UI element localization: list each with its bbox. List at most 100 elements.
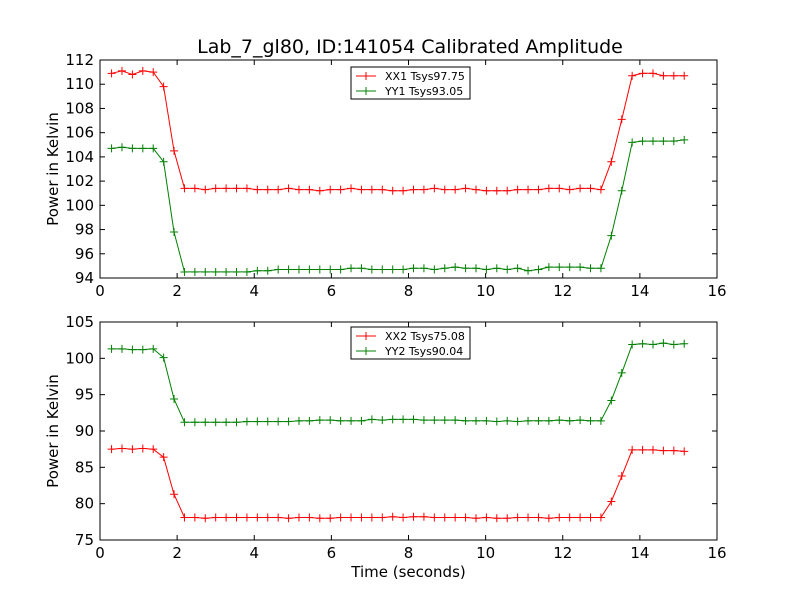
- subplot-1-series-1-marker: [180, 184, 189, 193]
- subplot-2-series-1-marker: [263, 513, 272, 522]
- subplot-1-series-2-marker: [648, 137, 657, 146]
- subplot-2-series-1-marker: [388, 512, 397, 521]
- subplot-2-series-1-marker: [492, 514, 501, 523]
- subplot-1-xtick-label: 14: [630, 282, 649, 300]
- subplot-2-series-2-marker: [638, 339, 647, 348]
- subplot-2-series-2-marker: [513, 417, 522, 426]
- subplot-2-series-2-marker: [388, 415, 397, 424]
- subplot-2-series-2-marker: [607, 396, 616, 405]
- subplot-1-xtick-label: 0: [95, 282, 105, 300]
- subplot-2-ytick-label: 90: [75, 422, 94, 440]
- subplot-2-series-2-marker: [263, 417, 272, 426]
- subplot-2-series-2-marker: [492, 417, 501, 426]
- subplot-1-series-1-marker: [294, 185, 303, 194]
- subplot-1-series-2-marker: [274, 265, 283, 274]
- subplot-2-series-2-marker: [242, 417, 251, 426]
- subplot-1-series-2-marker: [440, 264, 449, 273]
- subplot-2-series-1-marker: [648, 445, 657, 454]
- subplot-1-series-1-marker: [461, 184, 470, 193]
- subplot-2-series-2-marker: [232, 418, 241, 427]
- subplot-2-series-2-marker: [107, 344, 116, 353]
- subplot-2-series-2-marker: [336, 416, 345, 425]
- subplot-1-series-2-marker: [471, 264, 480, 273]
- subplot-1-series-1-marker: [565, 185, 574, 194]
- subplot-1-ytick-label: 96: [75, 245, 94, 263]
- subplot-1-series-2-marker: [263, 266, 272, 275]
- subplot-2-series-1-marker: [201, 514, 210, 523]
- subplot-2-series-2-marker: [534, 416, 543, 425]
- chart-title: Lab_7_gl80, ID:141054 Calibrated Amplitu…: [197, 36, 623, 58]
- subplot-2-series-1-marker: [482, 513, 491, 522]
- subplot-2-series-2-marker: [503, 416, 512, 425]
- subplot-2-series-2-marker: [378, 416, 387, 425]
- subplot-2-series-2-marker: [128, 345, 137, 354]
- subplot-1-series-1-marker: [451, 185, 460, 194]
- subplot-2-series-1-marker: [628, 445, 637, 454]
- subplot-2-series-2-marker: [190, 418, 199, 427]
- subplot-2-ylabel: Power in Kelvin: [44, 374, 62, 488]
- subplot-2-series-1-marker: [576, 513, 585, 522]
- subplot-2-series-2-marker: [461, 416, 470, 425]
- subplot-1: 0 2 4 6 8 10 12 14 16 94 96 98 100 102 104 106 108 110 112…: [44, 51, 727, 300]
- subplot-2-legend-label-1: XX2 Tsys75.08: [385, 330, 465, 343]
- subplot-1-ytick-label: 102: [65, 172, 94, 190]
- subplot-2-series-1-marker: [149, 445, 158, 454]
- subplot-2-ytick-label: 85: [75, 458, 94, 476]
- subplot-1-series-1-marker: [170, 146, 179, 155]
- subplot-1-series-2-marker: [544, 263, 553, 272]
- subplot-1-series-2-marker: [628, 138, 637, 147]
- subplot-2-xtick-label: 16: [707, 544, 726, 562]
- subplot-1-series-2-marker: [524, 266, 533, 275]
- subplot-1-series-1-marker: [596, 185, 605, 194]
- subplot-1-series-2-marker: [232, 267, 241, 276]
- subplot-2-series-1-marker: [117, 444, 126, 453]
- subplot-1-series-2-marker: [138, 144, 147, 153]
- subplot-2-legend-marker-2: [362, 347, 370, 355]
- subplot-2-series-1-marker: [471, 514, 480, 523]
- subplot-1-series-1-marker: [513, 185, 522, 194]
- subplot-2-series-1-marker: [357, 513, 366, 522]
- subplot-2-series-2-marker: [680, 339, 689, 348]
- subplot-1-series-1-marker: [201, 185, 210, 194]
- subplot-1-xtick-label: 10: [476, 282, 495, 300]
- subplot-1-legend-label-1: XX1 Tsys97.75: [385, 70, 465, 83]
- subplot-2-series-2-marker: [201, 418, 210, 427]
- subplot-2-xtick-label: 14: [630, 544, 649, 562]
- subplot-2-series-2-marker: [326, 416, 335, 425]
- subplot-1-series-1-marker: [555, 184, 564, 193]
- subplot-2-legend-label-2: YY2 Tsys90.04: [384, 345, 463, 358]
- subplot-1-series-1-marker: [503, 186, 512, 195]
- subplot-2-ytick-label: 75: [75, 531, 94, 549]
- subplot-1-xtick-label: 4: [249, 282, 259, 300]
- subplot-2-series-2-marker: [138, 345, 147, 354]
- subplot-1-series-1-marker: [128, 70, 137, 79]
- subplot-2-xtick-label: 12: [553, 544, 572, 562]
- subplot-1-series-2-marker: [170, 227, 179, 236]
- subplot-2-xtick-label: 2: [172, 544, 182, 562]
- subplot-1-series-2-marker: [555, 263, 564, 272]
- subplot-2-series-1-marker: [315, 514, 324, 523]
- subplot-2-series-1-marker: [170, 490, 179, 499]
- subplot-1-ytick-label: 110: [65, 75, 94, 93]
- subplot-2-xlabel: Time (seconds): [350, 563, 466, 581]
- subplot-2-xtick-label: 8: [404, 544, 414, 562]
- subplot-2-series-1-marker: [607, 497, 616, 506]
- subplot-2-series-2-marker: [669, 340, 678, 349]
- subplot-1-ytick-label: 104: [65, 148, 94, 166]
- subplot-2-series-2-marker: [419, 416, 428, 425]
- subplot-1-ytick-label: 106: [65, 124, 94, 142]
- subplot-1-series-1-marker: [430, 184, 439, 193]
- subplot-2-series-2-marker: [294, 416, 303, 425]
- subplot-1-xtick-label: 16: [707, 282, 726, 300]
- subplot-1-series-1-marker: [149, 68, 158, 77]
- subplot-1-series-1-marker: [138, 66, 147, 75]
- subplot-1-series-1-marker: [117, 66, 126, 75]
- subplot-2-xtick-label: 6: [327, 544, 337, 562]
- subplot-1-series-1-marker: [378, 185, 387, 194]
- subplot-1-series-2-marker: [149, 144, 158, 153]
- subplot-2-series-2-marker: [159, 353, 168, 362]
- subplot-2-series-2: [107, 339, 689, 427]
- subplot-2-series-1-marker: [534, 513, 543, 522]
